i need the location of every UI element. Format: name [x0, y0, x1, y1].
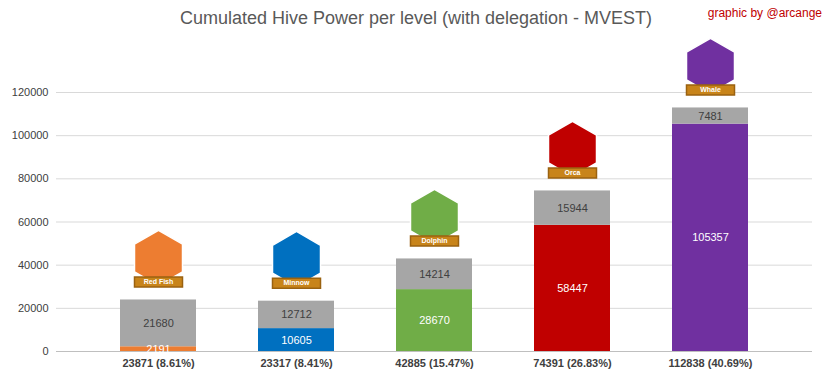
svg-text:105357: 105357 [692, 231, 729, 243]
svg-text:20000: 20000 [18, 302, 49, 314]
svg-text:40000: 40000 [18, 259, 49, 271]
svg-text:7481: 7481 [698, 110, 722, 122]
svg-text:10605: 10605 [281, 334, 312, 346]
svg-text:120000: 120000 [12, 86, 49, 98]
svg-text:0: 0 [42, 345, 48, 357]
svg-text:42885 (15.47%): 42885 (15.47%) [395, 357, 474, 369]
svg-text:12712: 12712 [281, 308, 312, 320]
svg-text:28670: 28670 [419, 314, 450, 326]
svg-text:23871 (8.61%): 23871 (8.61%) [122, 357, 194, 369]
svg-text:74391 (26.83%): 74391 (26.83%) [533, 357, 612, 369]
svg-text:14214: 14214 [419, 268, 450, 280]
svg-text:Whale: Whale [700, 86, 721, 93]
svg-text:Red Fish: Red Fish [144, 278, 174, 285]
svg-text:112838 (40.69%): 112838 (40.69%) [669, 357, 753, 369]
html-text:graphic by @arcange: graphic by @arcange [707, 6, 822, 20]
svg-text:2191: 2191 [146, 343, 170, 355]
svg-text:100000: 100000 [12, 129, 49, 141]
html-text:Cumulated Hive Power per level: Cumulated Hive Power per level (with del… [179, 8, 653, 28]
svg-text:Minnow: Minnow [283, 279, 310, 286]
svg-text:21680: 21680 [143, 317, 174, 329]
svg-text:15944: 15944 [557, 202, 588, 214]
svg-text:Dolphin: Dolphin [421, 237, 447, 245]
svg-text:23317 (8.41%): 23317 (8.41%) [260, 357, 332, 369]
svg-text:58447: 58447 [557, 282, 588, 294]
svg-text:80000: 80000 [18, 172, 49, 184]
svg-text:Orca: Orca [565, 169, 581, 176]
svg-text:60000: 60000 [18, 216, 49, 228]
